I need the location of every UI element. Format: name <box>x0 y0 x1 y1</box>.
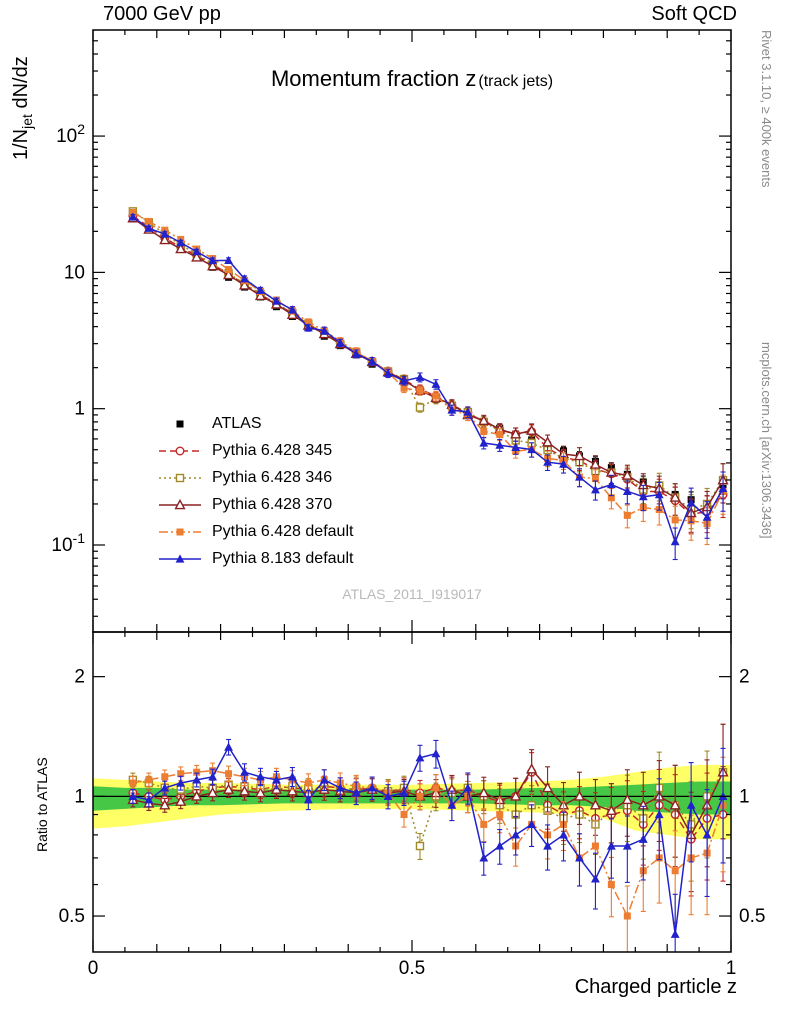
legend-marker-pythia6-default-icon <box>159 528 201 535</box>
y-axis-label-main: 1/Njet dN/dz <box>10 56 35 160</box>
analysis-watermark: ATLAS_2011_I919017 <box>342 586 482 602</box>
svg-text:0.5: 0.5 <box>399 958 425 979</box>
legend-marker-pythia6-370-icon <box>159 498 201 509</box>
legend-marker-pythia8-default-icon <box>159 553 201 563</box>
svg-text:0: 0 <box>88 958 99 979</box>
process-group-label: Soft QCD <box>651 3 737 25</box>
legend-marker-pythia6-346-icon <box>159 473 201 482</box>
legend-label-pythia8-default: Pythia 8.183 default <box>212 549 354 567</box>
svg-text:10-1: 10-1 <box>51 530 85 556</box>
legend-label-pythia6-346: Pythia 6.428 346 <box>212 468 333 486</box>
legend-item-pythia6-345: Pythia 6.428 345 <box>158 437 353 464</box>
legend-label-pythia6-default: Pythia 6.428 default <box>212 522 354 540</box>
legend-item-pythia8-default: Pythia 8.183 default <box>158 545 353 572</box>
x-axis-label: Charged particle z <box>574 976 737 998</box>
legend-marker-pythia6-345-icon <box>159 445 201 455</box>
y-axis-label-ratio: Ratio to ATLAS <box>34 757 50 852</box>
rivet-version-label: Rivet 3.1.10, ≥ 400k events <box>759 30 774 188</box>
beam-energy-label: 7000 GeV pp <box>103 3 221 25</box>
ylabel-post: dN/dz <box>10 56 32 115</box>
plot-title-suffix: (track jets) <box>478 73 554 90</box>
svg-text:102: 102 <box>56 121 85 147</box>
legend-item-pythia6-346: Pythia 6.428 346 <box>158 464 353 491</box>
ylabel-pre: 1/N <box>10 128 32 160</box>
svg-text:1: 1 <box>726 958 737 979</box>
svg-text:2: 2 <box>739 667 750 688</box>
svg-text:0.5: 0.5 <box>739 906 765 927</box>
legend-item-pythia6-default: Pythia 6.428 default <box>158 518 353 545</box>
mcplots-arxiv-label: mcplots.cern.ch [arXiv:1306.3436] <box>759 342 774 539</box>
legend-item-atlas: ATLAS <box>158 410 353 437</box>
legend-label-pythia6-370: Pythia 6.428 370 <box>212 495 333 513</box>
ylabel-sub: jet <box>19 114 35 129</box>
svg-text:1: 1 <box>739 786 750 807</box>
legend: ATLAS Pythia 6.428 345 Pythia 6.428 346 … <box>158 410 353 572</box>
svg-text:0.5: 0.5 <box>59 906 85 927</box>
plot-title-main: Momentum fraction z <box>270 66 477 91</box>
legend-marker-atlas-icon <box>176 420 184 427</box>
legend-label-pythia6-345: Pythia 6.428 345 <box>212 441 333 459</box>
svg-text:1: 1 <box>74 399 85 420</box>
svg-text:1: 1 <box>74 786 85 807</box>
svg-text:10: 10 <box>64 262 85 283</box>
plot-title: Momentum fraction z (track jets) <box>93 66 731 92</box>
legend-item-pythia6-370: Pythia 6.428 370 <box>158 491 353 518</box>
legend-label-atlas: ATLAS <box>212 414 262 432</box>
svg-text:2: 2 <box>74 667 85 688</box>
